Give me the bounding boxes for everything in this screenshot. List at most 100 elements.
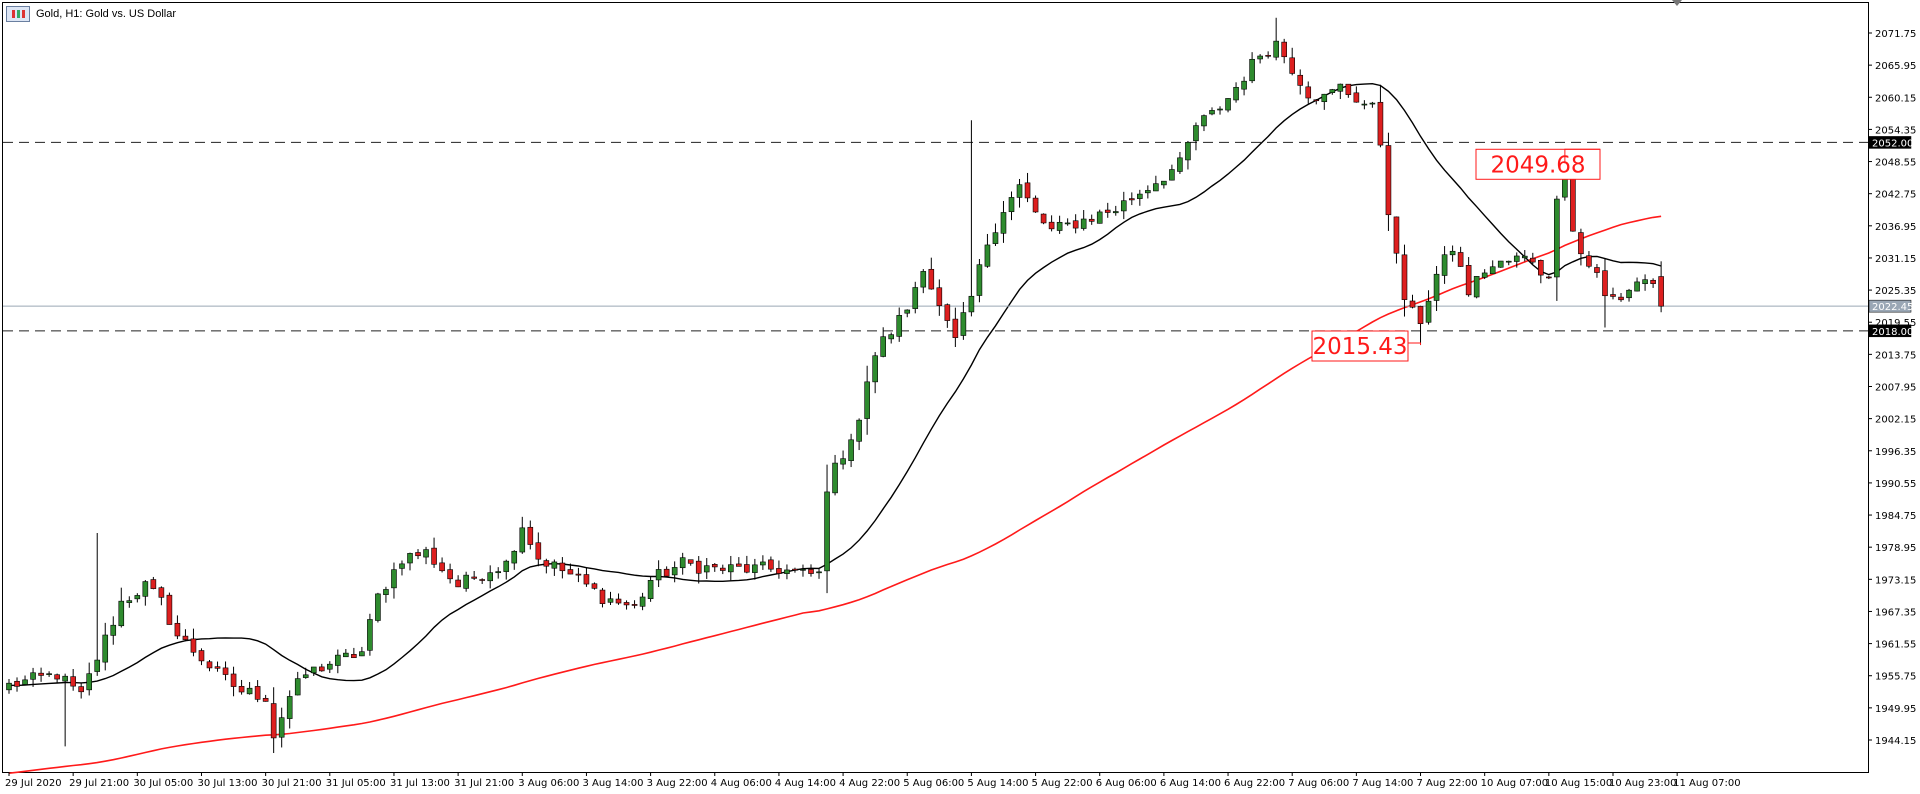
candle-body xyxy=(1393,216,1400,254)
candle-body xyxy=(1080,218,1087,229)
candle xyxy=(952,307,959,348)
candle xyxy=(1650,278,1656,288)
y-tick-label: 2036.95 xyxy=(1875,222,1916,233)
candle xyxy=(1169,164,1175,181)
candle xyxy=(46,671,52,677)
candle-body xyxy=(294,678,301,696)
candle-body xyxy=(391,569,397,589)
candle xyxy=(1618,293,1624,302)
candle xyxy=(1321,93,1328,110)
candle xyxy=(607,591,614,606)
annotation-leader xyxy=(1564,148,1600,164)
candle-body xyxy=(1449,250,1456,256)
candle-body xyxy=(599,589,606,604)
candle-body xyxy=(880,336,886,357)
candle xyxy=(294,671,301,696)
candle xyxy=(1393,216,1400,264)
candle-body xyxy=(559,562,566,572)
candle-body xyxy=(206,661,213,669)
candle xyxy=(920,269,927,294)
candle-body xyxy=(976,264,983,296)
candle-body xyxy=(583,574,590,585)
candle xyxy=(1449,245,1456,262)
candle xyxy=(655,560,662,588)
candle-body xyxy=(1634,281,1640,292)
candle xyxy=(238,679,245,695)
candle xyxy=(38,667,44,682)
candle-body xyxy=(752,564,758,573)
candle xyxy=(471,570,477,580)
candle-body xyxy=(1433,273,1440,301)
candle xyxy=(439,557,445,573)
candle-body xyxy=(623,602,630,606)
y-tick-label: 2031.15 xyxy=(1875,254,1916,265)
candle xyxy=(1177,151,1183,174)
candle-body xyxy=(591,583,598,589)
candle-body xyxy=(1072,220,1079,229)
candle xyxy=(1209,107,1215,116)
candle-body xyxy=(1570,173,1576,232)
candle-body xyxy=(302,674,309,678)
candle-body xyxy=(872,355,878,383)
candle-body xyxy=(1257,55,1263,60)
candle xyxy=(463,571,469,592)
candle xyxy=(1112,205,1119,216)
candle xyxy=(575,567,582,583)
candle xyxy=(832,454,838,496)
candle-body xyxy=(214,666,221,669)
candle-body xyxy=(1112,211,1119,214)
candle-body xyxy=(190,638,197,653)
candle xyxy=(14,677,20,692)
candle-body xyxy=(270,703,277,739)
candle xyxy=(230,666,237,697)
candle xyxy=(1289,47,1295,76)
candle-body xyxy=(471,576,477,579)
price-annotation[interactable]: 2049.68 xyxy=(1475,148,1601,180)
candle xyxy=(1217,106,1223,115)
candle-body xyxy=(1024,182,1031,199)
candle-body xyxy=(1409,300,1416,308)
candle-body xyxy=(134,595,141,600)
candle xyxy=(856,418,862,451)
candle-body xyxy=(487,572,494,582)
candle-body xyxy=(1473,276,1480,298)
candle xyxy=(1048,215,1055,232)
candles xyxy=(6,17,1664,754)
candle-body xyxy=(1153,183,1159,192)
candle xyxy=(1417,305,1424,346)
candle xyxy=(1530,252,1536,265)
x-tick-label: 10 Aug 15:00 xyxy=(1545,778,1612,789)
candle-body xyxy=(800,569,806,571)
candle xyxy=(551,559,558,576)
candle xyxy=(1265,51,1271,59)
candle-body xyxy=(1594,267,1600,273)
candle-body xyxy=(246,687,253,695)
candle-body xyxy=(736,563,742,567)
candle-body xyxy=(1104,209,1111,213)
candle xyxy=(455,575,461,588)
ma-fast-layer xyxy=(8,82,1662,687)
candle-body xyxy=(359,651,365,657)
price-annotation[interactable]: 2015.43 xyxy=(1311,330,1422,362)
candle-body xyxy=(711,564,718,568)
candle-body xyxy=(687,559,694,564)
candle-body xyxy=(182,635,189,640)
candle-body xyxy=(1032,197,1039,213)
candle xyxy=(1233,82,1239,103)
candle-body xyxy=(1505,260,1512,263)
candle-body xyxy=(1489,266,1496,275)
scroll-shift-marker-icon[interactable] xyxy=(1672,0,1682,6)
candle-body xyxy=(278,717,285,738)
x-tick-label: 3 Aug 22:00 xyxy=(647,778,708,789)
x-tick-label: 4 Aug 22:00 xyxy=(839,778,900,789)
candle xyxy=(1257,54,1263,64)
candle xyxy=(1642,274,1648,291)
candle xyxy=(1369,101,1376,108)
candle xyxy=(1040,213,1047,225)
candle-body xyxy=(1361,103,1368,106)
candle-body xyxy=(158,587,165,598)
candle xyxy=(22,675,28,685)
x-tick-label: 6 Aug 22:00 xyxy=(1224,778,1285,789)
candle xyxy=(1602,258,1608,328)
